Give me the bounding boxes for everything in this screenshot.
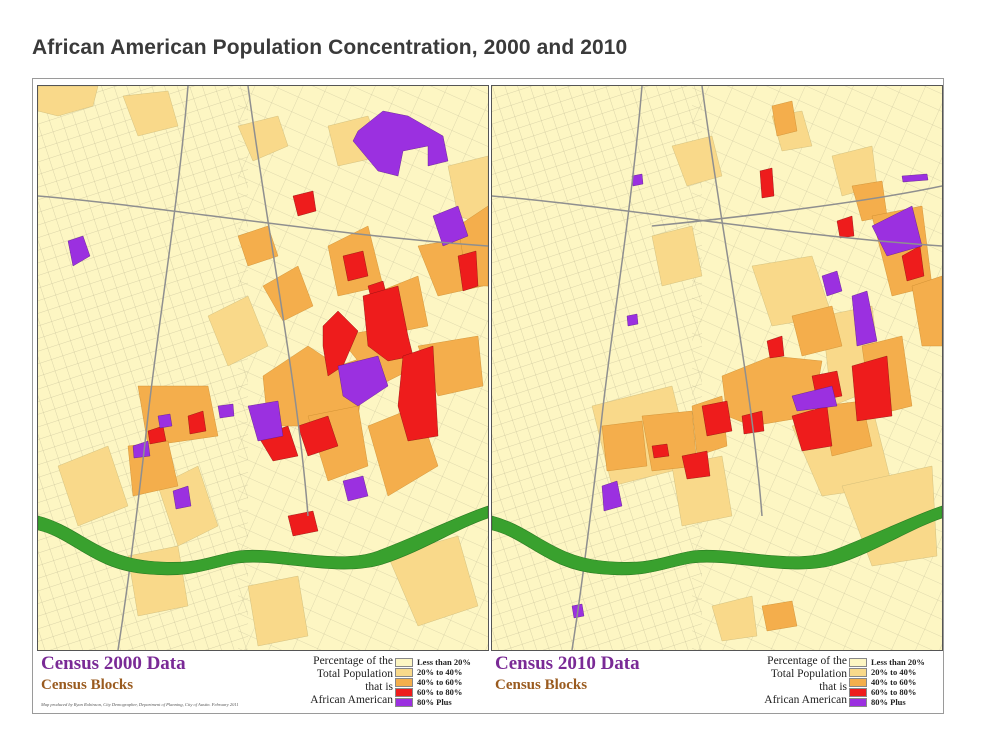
pct-label-2: Total Population [316, 668, 393, 680]
legend-swatch [395, 687, 413, 697]
percentage-caption-2010: Percentage of the Total Population that … [764, 655, 847, 707]
legend-swatch [395, 667, 413, 677]
zones-60-80 [147, 190, 479, 537]
census-subtitle-2000: Census Blocks [41, 677, 134, 693]
map-2010 [491, 85, 943, 651]
legend-item: 60% to 80% [849, 687, 943, 697]
street-grid-west [492, 86, 702, 650]
highways [38, 86, 488, 650]
pct-label-3: that is [819, 681, 847, 693]
legend-label: 60% to 80% [417, 687, 463, 697]
census-title-2010: Census 2010 Data [495, 653, 640, 674]
legend-label: 20% to 40% [417, 667, 463, 677]
legend-swatch [395, 677, 413, 687]
legend-swatch [849, 677, 867, 687]
legend-swatch [849, 687, 867, 697]
legend-2000: Census 2000 Data Census Blocks Percentag… [37, 651, 489, 711]
census-title-2000: Census 2000 Data [41, 653, 186, 674]
legend-label: 80% Plus [417, 697, 452, 707]
legend-swatch [849, 667, 867, 677]
zones-20-40 [38, 86, 488, 647]
river [492, 505, 942, 576]
zones-80-plus [67, 110, 469, 510]
legend-label: 20% to 40% [871, 667, 917, 677]
map-2000 [37, 85, 489, 651]
legend-item: 80% Plus [849, 697, 943, 707]
percentage-caption-2000: Percentage of the Total Population that … [310, 655, 393, 707]
legend-label: 80% Plus [871, 697, 906, 707]
legend-item: 60% to 80% [395, 687, 489, 697]
map-2010-canvas [492, 86, 942, 650]
legend-item: Less than 20% [395, 657, 489, 667]
pct-label-1: Percentage of the [767, 655, 847, 667]
legend-keys-2000: Less than 20% 20% to 40% 40% to 60% 60% … [395, 657, 489, 707]
pct-label-1: Percentage of the [313, 655, 393, 667]
legend-keys-2010: Less than 20% 20% to 40% 40% to 60% 60% … [849, 657, 943, 707]
legend-label: 60% to 80% [871, 687, 917, 697]
legend-label: 40% to 60% [871, 677, 917, 687]
legend-swatch [849, 657, 867, 667]
legend-label: 40% to 60% [417, 677, 463, 687]
pct-label-4: African American [764, 694, 847, 706]
pct-label-3: that is [365, 681, 393, 693]
highways [492, 86, 942, 650]
census-subtitle-2010: Census Blocks [495, 677, 588, 693]
legend-label: Less than 20% [417, 657, 471, 667]
pct-label-4: African American [310, 694, 393, 706]
page-title: African American Population Concentratio… [32, 36, 628, 59]
zones-40-60 [601, 100, 942, 632]
legend-item: 40% to 60% [849, 677, 943, 687]
legend-item: 80% Plus [395, 697, 489, 707]
legend-swatch [849, 697, 867, 707]
legend-2010: Census 2010 Data Census Blocks Percentag… [491, 651, 943, 711]
legend-label: Less than 20% [871, 657, 925, 667]
map-credit: Map produced by Ryan Robinson, City Demo… [41, 702, 239, 707]
map-2000-canvas [38, 86, 488, 650]
legend-item: 40% to 60% [395, 677, 489, 687]
legend-item: 20% to 40% [395, 667, 489, 677]
legend-item: 20% to 40% [849, 667, 943, 677]
river [38, 505, 488, 576]
pct-label-2: Total Population [770, 668, 847, 680]
legend-item: Less than 20% [849, 657, 943, 667]
legend-swatch [395, 697, 413, 707]
legend-swatch [395, 657, 413, 667]
maps-frame: Census 2000 Data Census Blocks Percentag… [32, 78, 944, 714]
